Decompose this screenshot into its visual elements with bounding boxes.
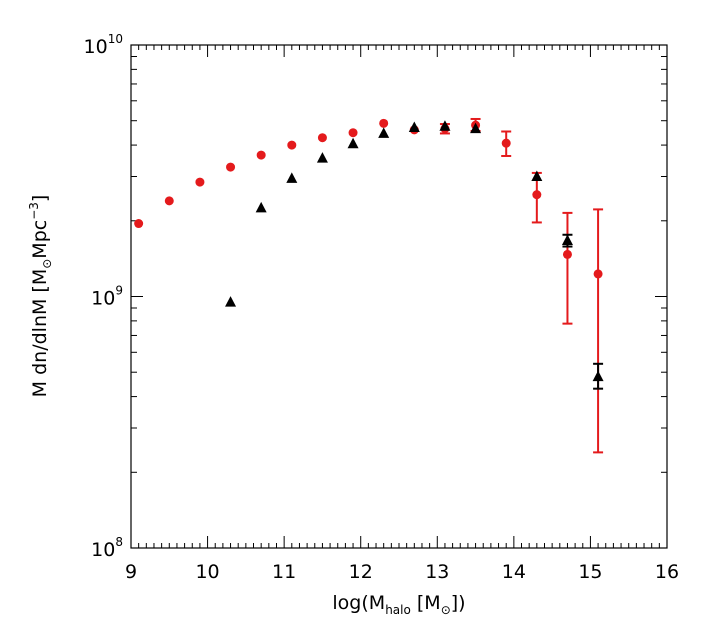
error-bars [439, 117, 604, 454]
x-tick-label: 12 [349, 561, 373, 583]
data-point-triangle [347, 137, 359, 149]
y-tick-label: 109 [91, 284, 123, 310]
data-point-triangle [408, 121, 420, 132]
x-axis-title: log(Mhalo [M⊙]) [332, 592, 465, 617]
data-point-triangle [439, 120, 451, 131]
axis-ticks [130, 45, 668, 549]
y-tick-label: 108 [91, 535, 123, 561]
data-point-circle [562, 249, 572, 259]
tick-labels: 9 10 11 12 13 14 15 16 108 109 1010 [84, 32, 680, 583]
data-point-triangle [531, 170, 543, 182]
data-point-circle [195, 177, 205, 187]
x-tick-label: 11 [272, 561, 296, 583]
data-point-circle [379, 118, 389, 128]
data-point-circle [348, 128, 358, 138]
x-tick-label: 15 [578, 561, 602, 583]
data-point-circle [532, 190, 542, 200]
data-point-triangle [225, 296, 237, 307]
data-point-circle [226, 162, 236, 172]
data-markers [134, 118, 604, 382]
y-tick-label: 1010 [84, 32, 123, 58]
data-point-circle [593, 269, 603, 279]
data-point-triangle [470, 122, 482, 134]
data-point-circle [256, 150, 266, 160]
x-tick-label: 13 [425, 561, 449, 583]
data-point-triangle [255, 201, 267, 213]
x-tick-label: 16 [655, 561, 679, 583]
data-point-circle [501, 138, 511, 148]
y-axis-title: M dn/dlnM [M⊙Mpc−3] [27, 195, 54, 398]
data-point-circle [287, 140, 297, 150]
data-point-triangle [561, 234, 573, 245]
data-point-circle [317, 133, 327, 143]
data-point-triangle [592, 370, 604, 382]
data-point-circle [164, 196, 174, 206]
data-point-triangle [316, 152, 328, 163]
x-tick-label: 14 [502, 561, 526, 583]
plot-frame [130, 44, 668, 549]
x-tick-label: 9 [125, 561, 137, 583]
data-point-circle [134, 219, 144, 229]
x-tick-label: 10 [195, 561, 219, 583]
data-point-triangle [378, 127, 390, 138]
data-point-triangle [286, 172, 298, 183]
